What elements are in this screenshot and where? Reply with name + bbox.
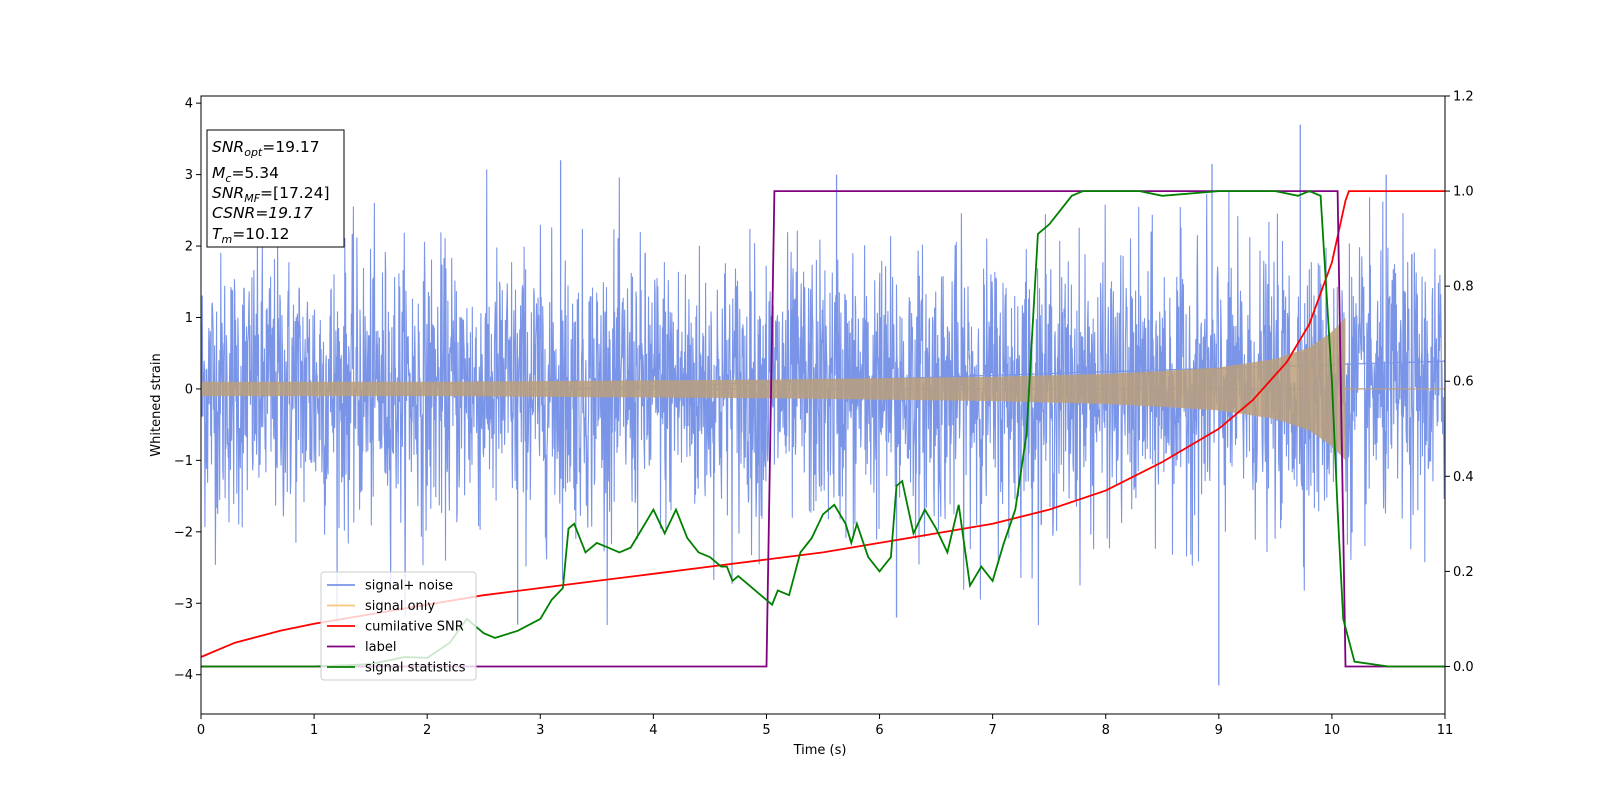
x-tick-label: 7 [988,723,996,738]
y-tick-label: −4 [174,668,193,683]
series-signal-noise-line [201,169,1445,626]
info-snr-mf: SNRMF=[17.24] [212,184,330,205]
y2-tick-label: 0.2 [1453,565,1474,580]
y2-tick-label: 0.0 [1453,660,1474,675]
y2-tick-label: 0.6 [1453,375,1474,390]
y-axis-label: Whitened strain [149,353,164,456]
x-tick-label: 8 [1102,723,1110,738]
legend-label: signal only [365,599,435,614]
x-tick-label: 10 [1324,723,1341,738]
y2-tick-label: 0.4 [1453,470,1474,485]
y2-tick-label: 1.2 [1453,90,1474,105]
y-tick-label: −2 [174,525,193,540]
x-tick-label: 1 [310,723,318,738]
info-tm: Tm=10.12 [212,225,290,246]
legend-label: cumilative SNR [365,620,464,635]
x-tick-label: 11 [1437,723,1454,738]
info-csnr: CSNR=19.17 [212,204,313,222]
plot-frame [200,95,1446,715]
series-label-line [201,190,1445,668]
y-tick-label: 3 [185,168,193,183]
x-tick-label: 6 [875,723,883,738]
axes-group: 0 1 2 3 4 5 6 7 8 9 10 11 −4 −3 −2 −1 0 1 2 3 4 0.0 0.2 0.4 0.6 0… [174,90,1474,739]
legend-label: signal+ noise [365,579,453,594]
info-snr-opt: SNRopt=19.17 [212,138,320,159]
y-tick-label: −1 [174,454,193,469]
x-tick-label: 2 [423,723,431,738]
x-tick-label: 0 [197,723,205,738]
x-tick-label: 9 [1215,723,1223,738]
y-tick-label: −3 [174,597,193,612]
y2-tick-label: 0.8 [1453,280,1474,295]
x-tick-label: 4 [649,723,657,738]
info-mc: Mc=5.34 [212,164,279,185]
x-axis-label: Time (s) [793,743,847,758]
legend: signal+ noise signal only cumilative SNR la… [320,571,477,681]
y-tick-label: 4 [185,97,193,112]
legend-label: signal statistics [365,661,466,676]
series-signal-statistics-line [201,190,1445,668]
x-tick-label: 3 [536,723,544,738]
info-box: SNRopt=19.17 Mc=5.34 SNRMF=[17.24] CSNR=… [206,129,345,248]
y-tick-label: 0 [185,382,193,397]
y2-tick-label: 1.0 [1453,185,1474,200]
legend-box [320,571,477,681]
x-tick-label: 5 [762,723,770,738]
series-signal-only-area [201,317,1346,461]
legend-label: label [365,640,396,655]
y-tick-label: 1 [185,311,193,326]
y-tick-label: 2 [185,240,193,255]
